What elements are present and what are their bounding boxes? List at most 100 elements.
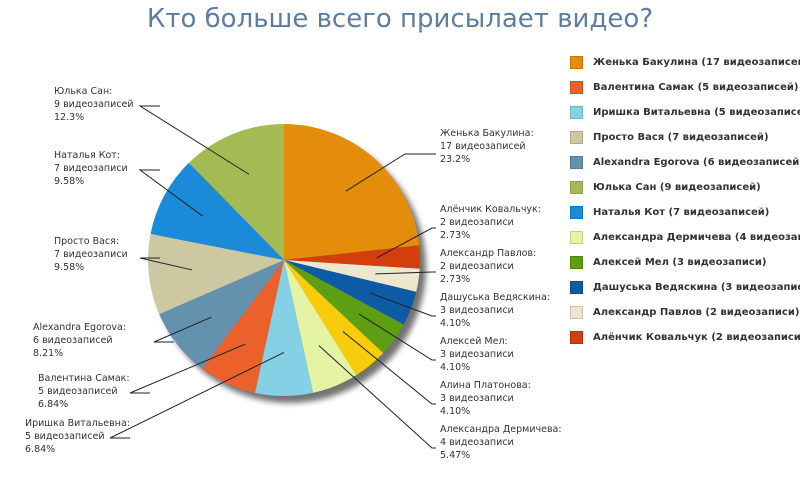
- slice-label-count: 5 видеозаписей: [38, 386, 118, 397]
- slice-label-name: Наталья Кот:: [54, 150, 120, 161]
- leader-line: [376, 227, 436, 259]
- slice-label-name: Женька Бакулина:: [440, 128, 534, 139]
- legend-item: Дашуська Ведяскина (3 видеозаписи): [570, 275, 800, 300]
- slice-label-count: 3 видеозаписи: [440, 393, 514, 404]
- legend-item: Наталья Кот (7 видеозаписей): [570, 200, 800, 225]
- slice-label-percent: 4.10%: [440, 406, 470, 417]
- slice-label-percent: 5.47%: [440, 450, 470, 461]
- leader-line: [139, 257, 193, 271]
- pie-slice: [148, 233, 284, 315]
- slice-label-count: 7 видеозаписи: [54, 249, 128, 260]
- slice-label-name: Алексей Мел:: [440, 336, 508, 347]
- legend-item: Валентина Самак (5 видеозаписей): [570, 75, 800, 100]
- pie-slice: [202, 260, 284, 393]
- slice-label-name: Алёнчик Ковальчук:: [440, 204, 541, 215]
- pie-slice: [284, 260, 417, 325]
- slice-label-percent: 4.10%: [440, 362, 470, 373]
- slice-label-percent: 6.84%: [38, 399, 68, 410]
- legend-label: Женька Бакулина (17 видеозаписей): [593, 57, 800, 68]
- leader-line: [342, 331, 436, 405]
- slice-label-percent: 12.3%: [54, 112, 84, 123]
- slice-label-name: Александр Павлов:: [440, 248, 536, 259]
- legend-item: Юлька Сан (9 видеозаписей): [570, 175, 800, 200]
- slice-label-percent: 23.2%: [440, 154, 470, 165]
- legend-item: Алексей Мел (3 видеозаписи): [570, 250, 800, 275]
- leader-line: [109, 352, 285, 439]
- pie-slice: [254, 260, 314, 397]
- slice-label-percent: 6.84%: [25, 444, 55, 455]
- pie-slice: [284, 260, 404, 354]
- legend-label: Валентина Самак (5 видеозаписей): [593, 82, 799, 93]
- slice-label-name: Юлька Сан:: [54, 86, 112, 97]
- leader-line: [138, 105, 250, 175]
- legend-label: Александра Дермичева (4 видеозапи: [593, 232, 800, 243]
- slice-label-percent: 9.58%: [54, 176, 84, 187]
- legend-swatch: [570, 206, 583, 219]
- legend-item: Просто Вася (7 видеозаписей): [570, 125, 800, 150]
- legend-swatch: [570, 156, 583, 169]
- legend-swatch: [570, 231, 583, 244]
- slice-label-name: Алина Платонова:: [440, 380, 531, 391]
- legend-item: Александр Павлов (2 видеозаписи): [570, 300, 800, 325]
- slice-label-percent: 2.73%: [440, 274, 470, 285]
- slice-label-count: 4 видеозаписи: [440, 437, 514, 448]
- pie-slice: [150, 162, 284, 260]
- pie-slice: [284, 124, 420, 260]
- legend-item: Alexandra Egorova (6 видеозаписей): [570, 150, 800, 175]
- leader-line: [318, 345, 436, 449]
- legend-label: Наталья Кот (7 видеозаписей): [593, 207, 770, 218]
- slice-label-count: 2 видеозаписи: [440, 261, 514, 272]
- slice-label-count: 9 видеозаписей: [54, 99, 134, 110]
- legend-item: Иришка Витальевна (5 видеозаписей): [570, 100, 800, 125]
- slice-label-percent: 8.21%: [33, 348, 63, 359]
- slice-label-name: Александра Дермичева:: [440, 424, 562, 435]
- slice-label-name: Дашуська Ведяскина:: [440, 292, 550, 303]
- leader-line: [358, 313, 436, 361]
- legend-swatch: [570, 56, 583, 69]
- legend-label: Александр Павлов (2 видеозаписи): [593, 307, 800, 318]
- pie-slice: [284, 245, 420, 269]
- legend-label: Алексей Мел (3 видеозаписи): [593, 257, 767, 268]
- legend-swatch: [570, 106, 583, 119]
- legend-swatch: [570, 281, 583, 294]
- legend-swatch: [570, 331, 583, 344]
- pie-slice: [284, 260, 384, 376]
- legend-label: Дашуська Ведяскина (3 видеозаписи): [593, 282, 800, 293]
- legend-label: Юлька Сан (9 видеозаписей): [593, 182, 761, 193]
- legend-swatch: [570, 306, 583, 319]
- legend-swatch: [570, 81, 583, 94]
- slice-label-percent: 2.73%: [440, 230, 470, 241]
- slice-label-name: Alexandra Egorova:: [33, 322, 126, 333]
- chart-title: Кто больше всего присылает видео?: [146, 4, 654, 34]
- leader-line: [129, 343, 246, 394]
- leader-line: [370, 292, 436, 317]
- leader-line: [153, 316, 212, 343]
- slice-label-count: 7 видеозаписи: [54, 163, 128, 174]
- legend-item: Александра Дермичева (4 видеозапи: [570, 225, 800, 250]
- legend-item: Алёнчик Ковальчук (2 видеозаписи): [570, 325, 800, 350]
- slice-label-name: Валентина Самак:: [38, 373, 130, 384]
- pie-slice: [159, 260, 284, 369]
- slice-label-count: 6 видеозаписей: [33, 335, 113, 346]
- slice-label-count: 2 видеозаписи: [440, 217, 514, 228]
- leader-line: [138, 169, 203, 217]
- slice-label-count: 3 видеозаписи: [440, 305, 514, 316]
- legend-label: Иришка Витальевна (5 видеозаписей): [593, 107, 800, 118]
- pie-slice: [188, 124, 284, 260]
- slice-label-percent: 4.10%: [440, 318, 470, 329]
- leader-line: [345, 153, 436, 192]
- legend-label: Alexandra Egorova (6 видеозаписей): [593, 157, 800, 168]
- legend-swatch: [570, 256, 583, 269]
- pie-slice: [284, 260, 420, 292]
- legend-item: Женька Бакулина (17 видеозаписей): [570, 50, 800, 75]
- legend-swatch: [570, 181, 583, 194]
- legend-swatch: [570, 131, 583, 144]
- legend-label: Просто Вася (7 видеозаписей): [593, 132, 769, 143]
- slice-label-percent: 9.58%: [54, 262, 84, 273]
- legend-label: Алёнчик Ковальчук (2 видеозаписи): [593, 332, 800, 343]
- chart-legend: Женька Бакулина (17 видеозаписей) Валенти…: [570, 50, 800, 350]
- leader-line: [375, 271, 436, 275]
- slice-label-name: Иришка Витальевна:: [25, 418, 130, 429]
- slice-label-count: 5 видеозаписей: [25, 431, 105, 442]
